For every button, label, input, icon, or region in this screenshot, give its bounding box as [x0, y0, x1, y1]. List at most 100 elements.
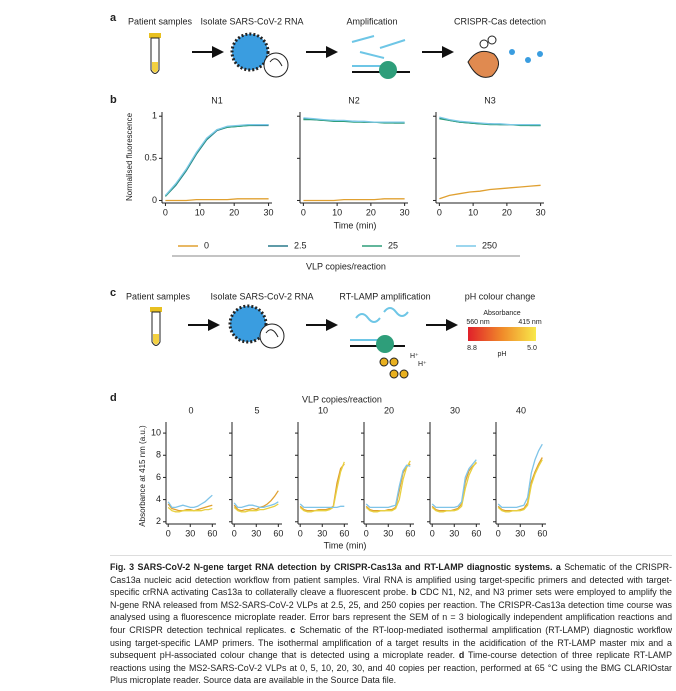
figure: a Patient samples Isolate SARS-CoV-2 RNA… [110, 12, 672, 556]
y-tick-label: 4 [156, 494, 161, 504]
panel-label: c [110, 287, 116, 299]
x-tick-label: 30 [515, 528, 525, 538]
y-tick-label: 0 [152, 195, 157, 205]
step-label: pH colour change [465, 291, 536, 301]
tube-icon [149, 33, 161, 74]
y-tick-label: 10 [151, 427, 161, 437]
series-line [164, 124, 269, 197]
x-tick-label: 30 [449, 528, 459, 538]
series-line [233, 490, 279, 512]
wavelength-label: 415 nm [518, 319, 542, 326]
series-line [365, 464, 411, 509]
y-tick-label: 0.5 [144, 153, 157, 163]
series-line [497, 457, 543, 512]
x-tick-label: 30 [251, 528, 261, 538]
x-tick-label: 20 [502, 207, 512, 217]
x-axis-label: Time (min) [334, 220, 377, 230]
series-line [431, 459, 477, 509]
crispr-icon [467, 35, 543, 78]
chart-title: 5 [254, 405, 259, 415]
series-line [439, 118, 541, 127]
series-line [365, 460, 411, 513]
y-tick-label: 1 [152, 111, 157, 121]
x-tick-label: 10 [332, 207, 342, 217]
virus-icon [228, 304, 285, 349]
x-tick-label: 60 [471, 528, 481, 538]
x-tick-label: 60 [405, 528, 415, 538]
chart-title: N2 [348, 95, 360, 105]
step-label: Isolate SARS-CoV-2 RNA [200, 16, 303, 26]
series-line [431, 462, 477, 512]
chart-title: 40 [516, 405, 526, 415]
legend-label: 0 [204, 240, 209, 250]
x-tick-label: 60 [207, 528, 217, 538]
x-tick-label: 30 [400, 207, 410, 217]
series-line [299, 463, 345, 512]
x-tick-label: 0 [437, 207, 442, 217]
series-line [167, 506, 213, 513]
legend-label: 250 [482, 240, 497, 250]
step-label: RT-LAMP amplification [339, 291, 430, 301]
series-line [431, 461, 477, 513]
x-tick-label: 0 [301, 207, 306, 217]
series-line [439, 184, 541, 200]
x-tick-label: 30 [536, 207, 546, 217]
series-line [497, 459, 543, 513]
series-line [303, 117, 405, 123]
legend-label: 2.5 [294, 240, 307, 250]
x-tick-label: 60 [537, 528, 547, 538]
x-axis-label: Time (min) [324, 540, 367, 550]
ph-gradient [468, 327, 536, 341]
series-line [167, 503, 213, 512]
caption-text: Schematic of the RT-loop-mediated isothe… [110, 624, 672, 661]
x-tick-label: 20 [366, 207, 376, 217]
series-line [365, 463, 411, 512]
series-line [165, 198, 269, 202]
y-tick-label: 8 [156, 450, 161, 460]
caption-text: b [408, 587, 417, 598]
x-tick-label: 30 [264, 207, 274, 217]
y-axis-label: Normalised fluorescence [125, 112, 134, 201]
x-tick-label: 30 [383, 528, 393, 538]
series-line [299, 461, 345, 513]
series-line [233, 503, 279, 513]
series-line [497, 443, 543, 509]
ph-label: pH [498, 351, 507, 358]
ion-label: H⁺ [410, 353, 419, 360]
panel-label: b [110, 94, 117, 106]
chart-title: N3 [484, 95, 496, 105]
caption-text: Time-course detection of three replicate… [110, 650, 672, 686]
caption-text: Schematic of the CRISPR-Cas13a nucleic a… [110, 562, 672, 598]
caption-text: Fig. 3 SARS-CoV-2 N-gene target RNA dete… [110, 562, 553, 572]
legend-title: VLP copies/reaction [306, 261, 386, 271]
caption-text: d [454, 650, 465, 661]
ion-label: H⁺ [418, 361, 427, 368]
ph-value: 8.8 [467, 345, 477, 352]
series-line [303, 198, 405, 202]
series-line [303, 118, 405, 124]
x-tick-label: 0 [430, 528, 435, 538]
wavelength-label: 560 nm [466, 319, 490, 326]
y-tick-label: 2 [156, 516, 161, 526]
x-tick-label: 0 [166, 528, 171, 538]
tube-icon [150, 307, 162, 346]
lamp-icon [350, 307, 409, 379]
x-tick-label: 10 [195, 207, 205, 217]
panel-label: d [110, 392, 117, 404]
y-axis-label: Absorbance at 415 nm (a.u.) [138, 425, 147, 527]
step-label: Amplification [346, 16, 397, 26]
step-label: Patient samples [128, 16, 193, 26]
series-line [167, 494, 213, 509]
x-tick-label: 0 [364, 528, 369, 538]
x-tick-label: 0 [232, 528, 237, 538]
ph-value: 5.0 [527, 345, 537, 352]
absorbance-label: Absorbance [483, 310, 520, 317]
step-label: Isolate SARS-CoV-2 RNA [210, 291, 313, 301]
x-tick-label: 30 [317, 528, 327, 538]
amplification-icon [351, 35, 410, 79]
x-tick-label: 0 [163, 207, 168, 217]
legend-label: 25 [388, 240, 398, 250]
y-tick-label: 6 [156, 472, 161, 482]
series-line [233, 501, 279, 509]
